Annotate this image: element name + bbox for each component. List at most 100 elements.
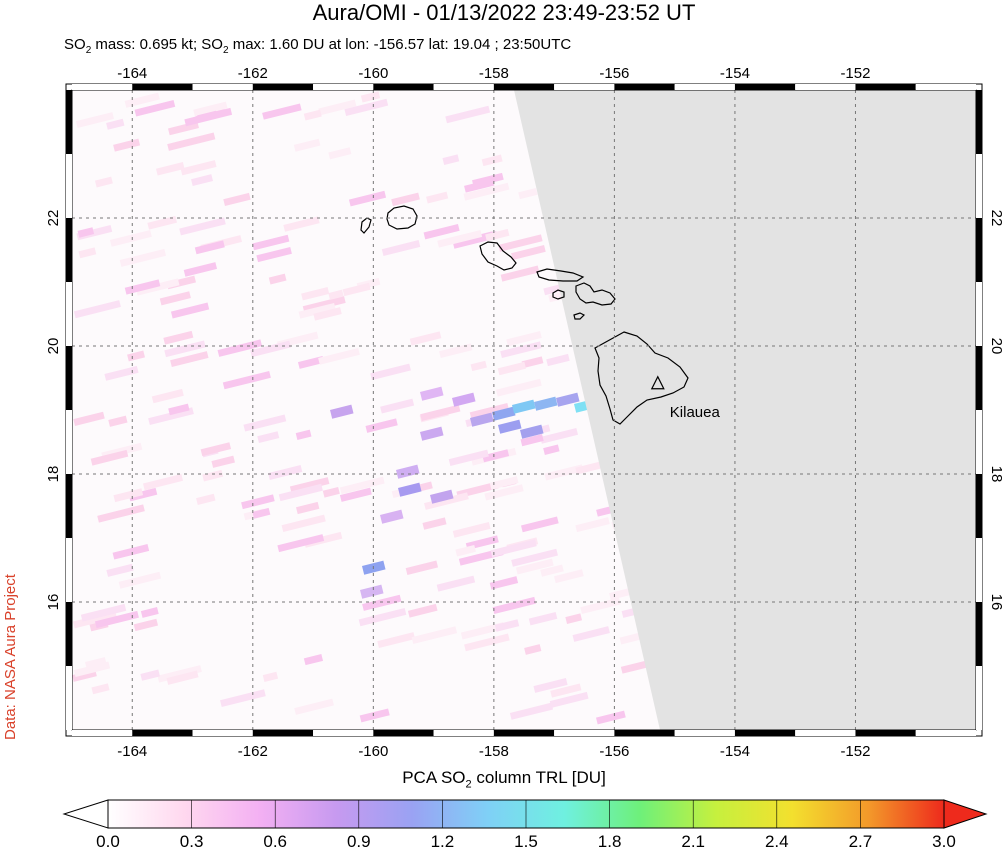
so2-pixel-enhanced [430,489,454,504]
colorbar-tick-label: 2.7 [848,832,873,851]
frame-segment [976,666,982,730]
so2-pixel [128,487,158,502]
lat-label-left: 16 [45,594,62,611]
so2-pixel [497,361,527,376]
so2-pixel [80,603,127,622]
so2-pixel [463,182,510,201]
so2-pixel [455,544,476,557]
so2-pixel [370,363,411,381]
so2-pixel [550,683,582,698]
so2-pixel [596,710,626,725]
so2-pixel [85,657,107,669]
so2-pixel-enhanced [470,412,494,427]
frame-segment [734,84,796,90]
lon-label-top: -160 [358,65,388,82]
so2-pixel [344,98,389,117]
so2-pixel [549,691,589,708]
so2-pixel [293,138,321,152]
so2-pixel [298,302,336,319]
so2-pixel [277,534,325,553]
colorbar-title: PCA SO2 column TRL [DU] [402,768,606,791]
lat-label-left: 20 [45,338,62,355]
so2-pixel [124,92,160,108]
volcano-label: Kilauea [670,404,721,421]
so2-pixel [200,442,232,457]
island-kauai [386,205,418,230]
frame-segment [976,602,982,666]
so2-pixel [511,244,546,260]
frame-segment [66,666,72,730]
so2-pixel [544,464,584,481]
so2-pixel [452,522,491,538]
frame-segment [66,90,72,154]
so2-pixel [464,633,510,652]
so2-pixel [241,494,275,510]
frame-segment [433,730,494,736]
frame-segment [493,730,555,736]
so2-pixel-enhanced [330,404,354,419]
lon-label-bottom: -156 [599,743,629,760]
so2-pixel [223,192,251,207]
so2-pixel [170,351,209,368]
lon-label-top: -156 [599,65,629,82]
frame-segment [976,410,982,474]
colorbar-tick-label: 1.2 [430,832,455,851]
frame-segment [252,84,314,90]
so2-pixel-enhanced [498,419,522,434]
so2-pixel [520,434,544,447]
so2-pixel [194,240,225,255]
island-kahoolawe [573,312,586,320]
frame-segment [915,84,976,90]
so2-pixel [328,289,344,300]
so2-pixel [243,414,287,432]
so2-pixel [494,619,520,632]
lat-label-right: 22 [988,210,1005,227]
lon-label-bottom: -158 [479,743,509,760]
frame-segment [313,730,374,736]
so2-pixel [540,564,564,577]
so2-pixel [109,229,152,247]
so2-pixel-enhanced [380,509,404,524]
so2-pixel [565,613,583,624]
so2-pixel [140,607,159,618]
so2-pixel [469,402,510,420]
so2-pixel [445,105,491,124]
frame-segment [614,84,675,90]
so2-pixel [257,431,280,444]
so2-pixel [313,307,342,321]
so2-pixel-enhanced [396,464,420,479]
frame-segment [373,730,434,736]
so2-summary: SO2 mass: 0.695 kt; SO2 max: 1.60 DU at … [64,36,572,56]
colorbar [62,799,988,829]
so2-pixel [180,160,217,176]
frame-segment [554,84,615,90]
so2-pixel [489,476,519,490]
so2-pixel [211,455,235,468]
colorbar-tick-label: 0.3 [179,832,204,851]
frame-segment [66,410,72,474]
so2-pixel [94,610,139,629]
so2-pixel [118,571,162,589]
so2-pixel [106,118,125,130]
volcano-marker: Kilauea [650,375,721,421]
so2-pixel [183,262,218,277]
so2-pixel [112,544,150,560]
frame-segment [976,474,982,538]
frame-segment [976,218,982,282]
so2-pixel [163,330,194,345]
island-hawaii [594,331,689,425]
so2-pixel [515,558,554,575]
so2-pixel [196,493,216,505]
so2-pixel [381,240,421,256]
frame-segment [493,84,555,90]
so2-pixel [217,339,263,357]
so2-pixel [342,282,371,297]
so2-pixel [220,689,266,708]
lat-label-right: 18 [988,466,1005,483]
so2-pixel [481,154,503,167]
so2-pixel [222,370,271,390]
so2-pixel-enhanced [420,426,444,441]
so2-pixel [283,216,320,232]
frame-segment [734,730,796,736]
frame-segment [72,730,133,736]
